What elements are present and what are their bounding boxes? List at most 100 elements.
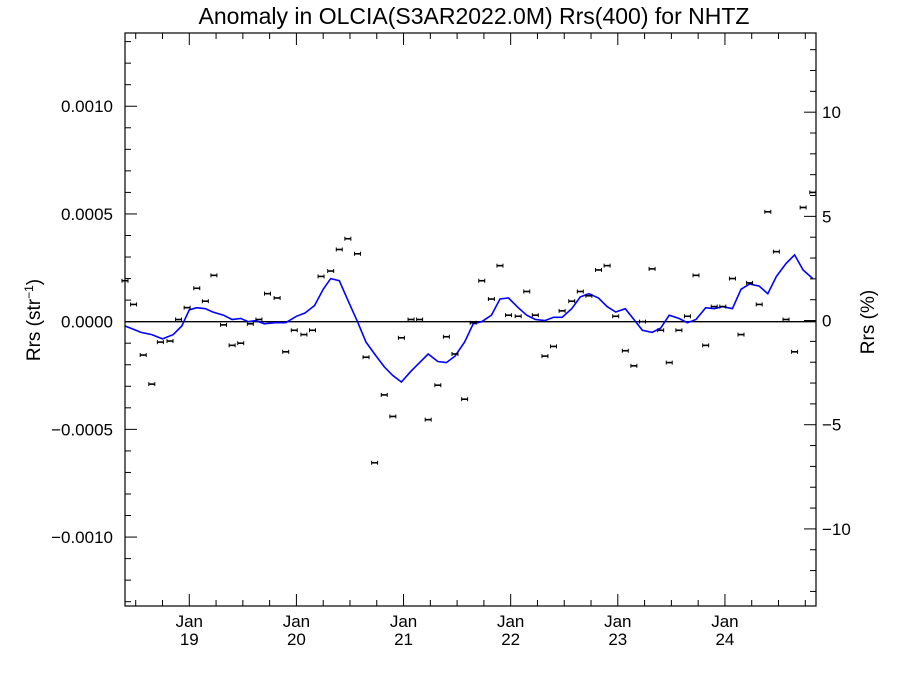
- data-point-65: [702, 343, 710, 348]
- data-point-16: [263, 291, 271, 296]
- x-tick-year-1: 20: [287, 630, 306, 649]
- plot-frame: [124, 32, 817, 607]
- x-tick-month-1: Jan: [283, 612, 310, 631]
- data-point-23: [327, 269, 335, 274]
- data-point-18: [282, 349, 290, 354]
- chart-title: Anomaly in OLCIA(S3AR2022.0M) Rrs(400) f…: [199, 3, 750, 29]
- data-point-34: [424, 417, 432, 422]
- data-point-22: [317, 274, 325, 279]
- plot-area: [121, 190, 817, 465]
- right-tick-label-2: 0: [822, 312, 831, 331]
- x-tick-month-4: Jan: [604, 612, 631, 631]
- data-point-7: [183, 305, 191, 310]
- data-point-15: [255, 317, 263, 322]
- data-point-40: [478, 278, 486, 283]
- y-axis-right-label: Rrs (%): [858, 290, 879, 354]
- right-tick-label-3: −5: [822, 416, 841, 435]
- x-tick-year-2: 21: [394, 630, 413, 649]
- x-tick-year-0: 19: [180, 630, 199, 649]
- data-point-60: [657, 328, 665, 333]
- right-tick-label-1: 5: [822, 207, 831, 226]
- data-point-35: [434, 383, 442, 388]
- x-tick-month-2: Jan: [390, 612, 417, 631]
- data-point-39: [469, 320, 477, 325]
- data-point-74: [782, 317, 790, 322]
- data-point-45: [523, 289, 531, 294]
- x-tick-year-4: 23: [608, 630, 627, 649]
- axes: 0.0010 0.0005 0.0000 −0.0005 −0.0010 10 5 0 −5 −1…: [51, 32, 851, 649]
- x-tick-month-3: Jan: [497, 612, 524, 631]
- data-point-75: [791, 349, 799, 354]
- data-point-2: [139, 353, 147, 358]
- data-point-28: [371, 460, 379, 465]
- data-point-53: [595, 267, 603, 272]
- data-point-71: [755, 302, 763, 307]
- data-point-73: [772, 249, 780, 254]
- left-tick-label-3: −0.0005: [51, 420, 113, 439]
- data-point-20: [300, 332, 308, 337]
- data-point-19: [290, 328, 298, 333]
- data-point-54: [603, 263, 611, 268]
- data-point-41: [487, 297, 495, 302]
- data-point-49: [558, 308, 566, 313]
- data-point-66: [710, 304, 718, 309]
- data-point-33: [416, 317, 424, 322]
- x-tick-month-0: Jan: [176, 612, 203, 631]
- data-point-46: [531, 313, 539, 318]
- data-point-72: [764, 209, 772, 214]
- x-tick-year-5: 24: [715, 630, 734, 649]
- data-point-44: [514, 314, 522, 319]
- data-point-9: [201, 299, 209, 304]
- data-point-8: [193, 286, 201, 291]
- data-point-14: [246, 321, 254, 326]
- data-point-29: [380, 392, 388, 397]
- data-point-47: [541, 354, 549, 359]
- data-point-76: [799, 205, 807, 210]
- right-tick-label-0: 10: [822, 103, 841, 122]
- data-point-5: [166, 339, 174, 344]
- data-point-12: [228, 343, 236, 348]
- data-point-26: [353, 251, 361, 256]
- y-axis-left-label-text: Rrs (str: [24, 298, 45, 361]
- left-tick-label-2: 0.0000: [61, 313, 113, 332]
- data-point-63: [683, 314, 691, 319]
- data-point-25: [344, 236, 352, 241]
- data-point-50: [568, 299, 576, 304]
- right-tick-label-4: −10: [822, 520, 851, 539]
- x-tick-month-5: Jan: [711, 612, 738, 631]
- data-point-17: [273, 295, 281, 300]
- left-tick-label-4: −0.0010: [51, 528, 113, 547]
- y-axis-left-label: Rrs (str−1): [22, 279, 45, 361]
- data-point-62: [675, 328, 683, 333]
- y-axis-left-label-close: ): [24, 279, 45, 285]
- data-point-57: [630, 363, 638, 368]
- data-point-61: [665, 360, 673, 365]
- data-point-6: [175, 317, 183, 322]
- data-point-67: [719, 304, 727, 309]
- x-tick-year-3: 22: [501, 630, 520, 649]
- data-point-42: [496, 263, 504, 268]
- data-point-10: [210, 273, 218, 278]
- data-point-51: [576, 289, 584, 294]
- data-point-1: [130, 302, 138, 307]
- data-point-52: [585, 293, 593, 298]
- data-point-68: [728, 276, 736, 281]
- data-point-24: [335, 247, 343, 252]
- data-point-70: [746, 280, 754, 285]
- data-point-27: [362, 355, 370, 360]
- data-point-69: [737, 332, 745, 337]
- data-point-77: [809, 190, 817, 195]
- data-point-56: [621, 348, 629, 353]
- data-point-58: [638, 319, 646, 324]
- data-point-64: [692, 273, 700, 278]
- data-point-3: [148, 382, 156, 387]
- data-point-31: [397, 335, 405, 340]
- data-point-59: [648, 266, 656, 271]
- data-point-48: [550, 344, 558, 349]
- data-point-38: [461, 397, 469, 402]
- data-point-55: [612, 314, 620, 319]
- data-point-37: [451, 351, 459, 356]
- left-tick-label-1: 0.0005: [61, 205, 113, 224]
- data-point-11: [220, 322, 228, 327]
